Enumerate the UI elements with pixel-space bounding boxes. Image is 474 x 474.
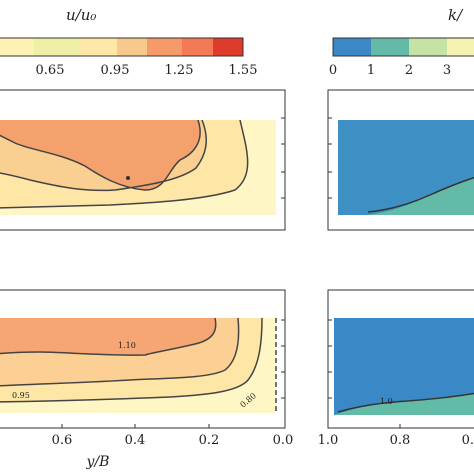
contour-line-095 bbox=[0, 119, 249, 209]
colorbar-left-swatch-6 bbox=[182, 38, 213, 56]
colorbar-right-swatch-1 bbox=[333, 38, 371, 56]
contour-line-125 bbox=[0, 119, 201, 191]
x-axis-left-label: y/B bbox=[86, 454, 110, 470]
colorbar-left-swatch-2 bbox=[34, 38, 79, 56]
colorbar-right-swatch-4 bbox=[447, 38, 474, 56]
panel-bottom-right-frame bbox=[327, 289, 474, 429]
contour-line-110 bbox=[0, 317, 217, 356]
contour-label-110: 1.10 bbox=[118, 341, 136, 350]
colorbar-left-title: u/u₀ bbox=[66, 6, 96, 24]
panel-top-left bbox=[0, 89, 286, 231]
panel-bottom-left-frame bbox=[0, 289, 286, 429]
colorbar-right-tick-4: 3 bbox=[443, 63, 451, 78]
contour-band-125 bbox=[0, 120, 201, 190]
x-tick-right-1: 1.0 bbox=[318, 433, 339, 448]
contour-band-110 bbox=[0, 318, 216, 356]
contour-label-095: 0.95 bbox=[12, 391, 30, 400]
colorbar-left-swatch-1 bbox=[0, 38, 34, 56]
colorbar-right-tick-3: 2 bbox=[405, 63, 413, 78]
contour-dot bbox=[126, 176, 130, 180]
colorbar-left-swatch-3 bbox=[79, 38, 117, 56]
colorbar-left-tick-3: 1.25 bbox=[165, 63, 194, 78]
colorbar-right-frame bbox=[332, 37, 474, 57]
x-tick-left-1: 0.6 bbox=[52, 433, 73, 448]
colorbar-left-frame bbox=[0, 37, 244, 57]
contour-line-080 bbox=[0, 317, 263, 403]
contour-label-10: 1.0 bbox=[380, 397, 393, 406]
colorbar-left: u/u₀ 0.65 0.95 1.25 1.55 bbox=[0, 6, 257, 78]
contour-line-1 bbox=[337, 392, 474, 413]
colorbar-left-tick-1: 0.65 bbox=[36, 63, 65, 78]
contour-line-1 bbox=[367, 176, 474, 213]
colorbar-left-swatch-5 bbox=[147, 38, 182, 56]
colorbar-right-tick-2: 1 bbox=[367, 63, 375, 78]
contour-line-095 bbox=[0, 317, 240, 387]
colorbar-right-swatch-2 bbox=[371, 38, 409, 56]
x-tick-right-2: 0.8 bbox=[390, 433, 411, 448]
colorbar-left-tick-2: 0.95 bbox=[101, 63, 130, 78]
panel-top-right-frame bbox=[327, 89, 474, 231]
contour-line-110 bbox=[0, 119, 208, 192]
panel-bottom-left: 1.10 0.95 0.80 0.6 0.4 0.2 0.0 y/B bbox=[0, 289, 294, 470]
panel-top-right bbox=[327, 89, 474, 231]
contour-band-1 bbox=[368, 177, 474, 215]
contour-band-1 bbox=[334, 393, 474, 415]
x-tick-left-2: 0.4 bbox=[125, 433, 146, 448]
colorbar-right-tick-1: 0 bbox=[329, 63, 337, 78]
colorbar-right-swatch-3 bbox=[409, 38, 447, 56]
colorbar-left-swatch-4 bbox=[117, 38, 147, 56]
panel-top-left-frame bbox=[0, 89, 286, 231]
x-tick-right-3: 0.6 bbox=[462, 433, 474, 448]
colorbar-left-tick-4: 1.55 bbox=[229, 63, 258, 78]
colorbar-left-swatch-7 bbox=[213, 38, 243, 56]
x-tick-left-4: 0.0 bbox=[273, 433, 294, 448]
panel-bottom-right: 1.0 1.0 0.8 0.6 bbox=[318, 289, 474, 448]
colorbar-right-title: k/ bbox=[448, 6, 464, 24]
x-tick-left-3: 0.2 bbox=[199, 433, 220, 448]
colorbar-right: k/ 0 1 2 3 bbox=[329, 6, 474, 78]
